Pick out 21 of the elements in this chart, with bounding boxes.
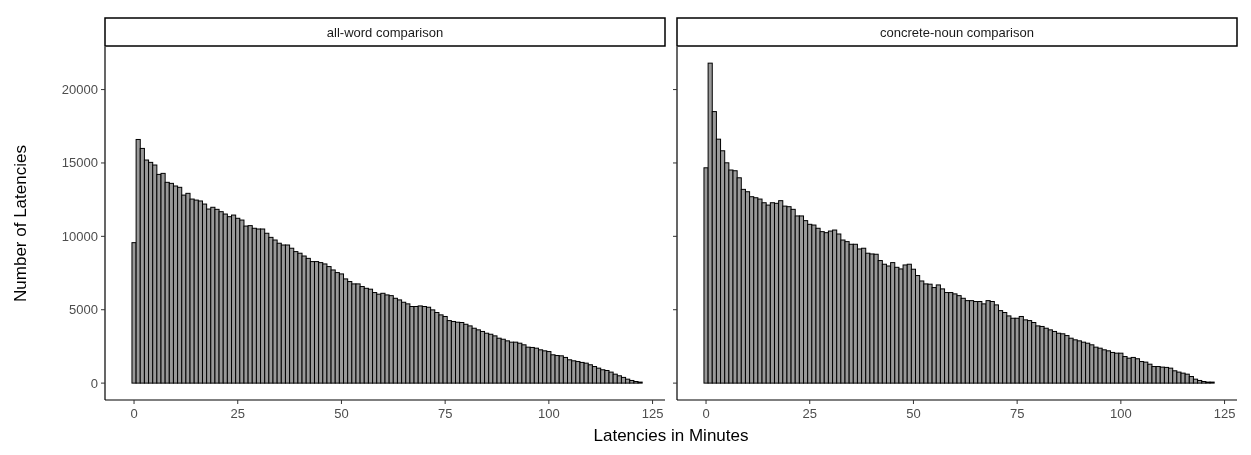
x-tick-label: 50: [334, 406, 349, 421]
x-tick-label: 125: [1213, 406, 1236, 421]
x-tick-label: 25: [802, 406, 817, 421]
chart-title: all-word comparison: [326, 25, 444, 40]
x-tick-label: 50: [906, 406, 921, 421]
y-tick-label: 5000: [69, 302, 98, 318]
x-tick-label: 0: [702, 406, 710, 421]
chart-title: concrete-noun comparison: [880, 25, 1034, 40]
y-tick-label: 0: [90, 375, 98, 391]
x-tick-label: 125: [641, 406, 664, 421]
x-tick-label: 0: [130, 406, 138, 421]
x-tick-label: 100: [538, 406, 560, 421]
y-tick-label: 15000: [61, 155, 98, 171]
y-axis-title: Number of Latencies: [11, 145, 30, 302]
x-axis-title: Latencies in Minutes: [593, 426, 749, 445]
x-tick-label: 25: [230, 406, 245, 421]
x-tick-label: 75: [437, 406, 453, 421]
y-tick-label: 10000: [61, 228, 98, 244]
x-tick-label: 100: [1110, 406, 1132, 421]
x-tick-label: 75: [1009, 406, 1025, 421]
y-tick-label: 20000: [61, 82, 98, 98]
